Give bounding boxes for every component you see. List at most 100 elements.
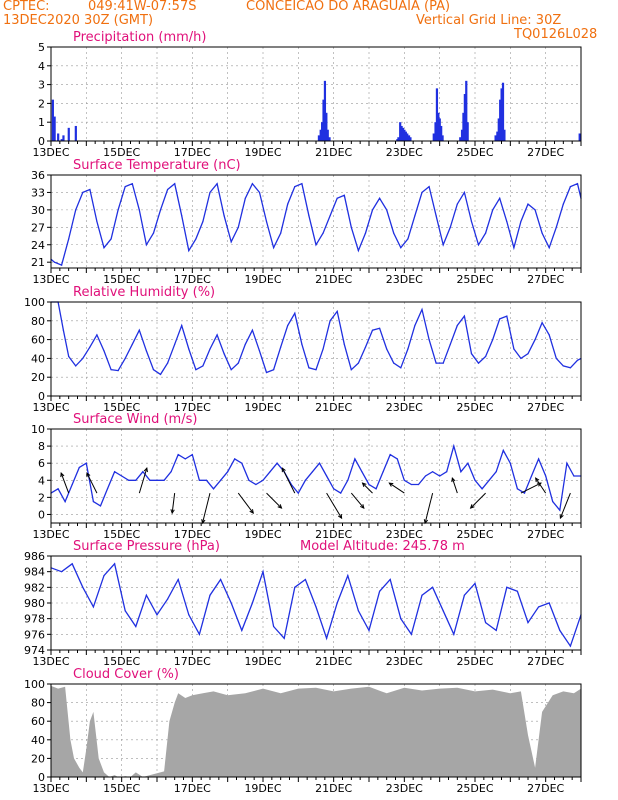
series-point: [357, 362, 359, 364]
series-point: [311, 471, 314, 473]
series-point: [156, 479, 158, 481]
series-point: [474, 479, 476, 481]
series-point: [205, 479, 208, 481]
series-point: [548, 247, 550, 249]
y-tick-label: 4: [38, 60, 45, 73]
series-point: [294, 586, 296, 588]
series-point: [106, 488, 109, 490]
header-run: 13DEC2020 30Z (GMT): [3, 13, 154, 28]
series-point: [163, 479, 165, 481]
series-point: [96, 220, 98, 223]
chart-panel-4: 0 2 4 6 8 10 13DEC 15DEC 17DEC 19DEC 21DEC 23DEC 25D…: [31, 412, 582, 541]
series-line: [50, 562, 582, 648]
series-point: [177, 454, 179, 456]
series-point: [294, 312, 296, 314]
wind-vector-head: [535, 477, 540, 483]
x-tick-label: 17DEC: [174, 655, 211, 668]
series-point: [495, 629, 497, 632]
wind-vector-head: [469, 504, 475, 509]
series-point: [304, 578, 306, 581]
header-location: CONCEICAO DO ARAGUAIA (PA): [246, 0, 451, 14]
series-point: [336, 197, 338, 199]
y-tick-label: 100: [24, 678, 45, 691]
wind-vector: [350, 492, 365, 509]
series-point: [92, 501, 94, 503]
series-point: [414, 215, 416, 217]
wind-vector: [171, 493, 176, 514]
series-point: [417, 483, 420, 486]
y-tick-label: 21: [31, 256, 45, 269]
series-point: [322, 232, 324, 234]
series-point: [181, 215, 183, 217]
precip-bar: [463, 94, 466, 141]
x-tick-label: 15DEC: [103, 655, 140, 668]
series-point: [333, 488, 335, 490]
series-point: [159, 209, 162, 211]
precip-bar: [317, 135, 321, 141]
series-point: [315, 369, 317, 371]
series-point: [389, 578, 391, 581]
x-tick-label: 13DEC: [32, 655, 69, 668]
x-tick-label: 23DEC: [386, 401, 423, 414]
wind-vector-head: [388, 482, 394, 487]
x-tick-label: 15DEC: [103, 146, 140, 159]
wind-vector: [326, 492, 343, 519]
series-point: [265, 371, 268, 374]
precip-bar: [435, 88, 439, 141]
series-point: [308, 367, 310, 369]
series-point: [509, 462, 511, 464]
series-point: [61, 571, 63, 573]
series-point: [347, 574, 349, 577]
series-point: [485, 232, 487, 234]
series-point: [145, 594, 147, 596]
wind-vector: [389, 482, 405, 494]
series-line: [50, 443, 581, 512]
series-point: [149, 479, 151, 481]
panel-title: Surface Wind (m/s): [73, 412, 197, 427]
series-point: [318, 462, 321, 464]
wind-vector-head: [277, 504, 283, 509]
series-point: [364, 232, 367, 234]
y-tick-label: 33: [31, 186, 45, 199]
series-point: [114, 563, 116, 565]
precip-bar: [328, 137, 331, 141]
x-tick-label: 23DEC: [386, 273, 423, 286]
series-point: [145, 350, 147, 352]
series-point: [273, 247, 275, 249]
x-tick-label: 25DEC: [456, 655, 493, 668]
wind-vector-head: [249, 509, 254, 515]
series-point: [456, 324, 458, 327]
x-tick-label: 21DEC: [315, 528, 352, 541]
series-point: [555, 226, 557, 228]
series-point: [301, 183, 303, 185]
precip-bar: [51, 99, 54, 141]
series-point: [379, 590, 381, 592]
y-tick-label: 974: [24, 644, 45, 657]
series-point: [569, 645, 572, 647]
series-point: [220, 578, 222, 581]
series-point: [432, 471, 434, 473]
series-point: [216, 183, 218, 185]
wind-vector-head: [143, 466, 148, 473]
x-tick-label: 23DEC: [386, 782, 423, 795]
series-point: [354, 458, 356, 460]
series-point: [467, 462, 469, 464]
series-point: [555, 357, 557, 359]
series-point: [181, 324, 183, 327]
series-point: [220, 479, 222, 481]
x-tick-label: 27DEC: [527, 273, 564, 286]
series-point: [488, 479, 490, 481]
series-point: [53, 261, 56, 263]
series-point: [82, 586, 84, 588]
series-point: [541, 322, 543, 324]
series-point: [248, 479, 250, 481]
x-tick-label: 19DEC: [244, 401, 281, 414]
x-tick-label: 19DEC: [244, 146, 281, 159]
series-point: [396, 458, 398, 460]
series-line: [51, 301, 582, 376]
precip-bar: [321, 122, 324, 141]
y-tick-label: 27: [31, 221, 45, 234]
series-point: [308, 215, 310, 217]
series-point: [258, 191, 261, 194]
series-point: [131, 343, 133, 345]
